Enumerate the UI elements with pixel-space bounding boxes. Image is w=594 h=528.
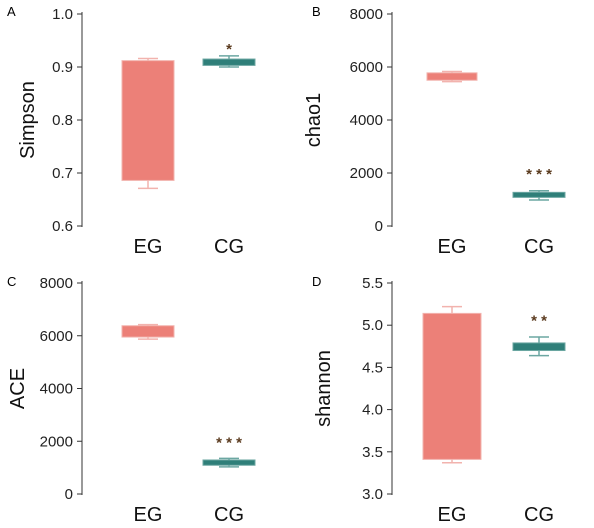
box-body bbox=[512, 342, 566, 352]
x-category-label: CG bbox=[214, 236, 244, 258]
box-cg: CG bbox=[202, 55, 256, 258]
y-tick-label: 4000 bbox=[350, 112, 383, 129]
y-tick-label: 4.5 bbox=[362, 359, 383, 376]
x-category-label: EG bbox=[134, 236, 163, 258]
y-tick-label: 8000 bbox=[350, 6, 383, 23]
y-tick-label: 6000 bbox=[350, 59, 383, 76]
box-cg: CG bbox=[512, 190, 566, 258]
y-axis-title: chao1 bbox=[303, 93, 325, 148]
significance-marker: * * bbox=[531, 312, 547, 329]
box-body bbox=[121, 325, 175, 338]
y-axis-title: Simpson bbox=[17, 81, 39, 159]
y-tick-label: 0.7 bbox=[52, 165, 73, 182]
panel-label: D bbox=[312, 274, 321, 289]
x-category-label: CG bbox=[524, 236, 554, 258]
panel-a: A 0.6 0.7 0.8 0.9 1.0 Simpson EG CG * bbox=[7, 4, 256, 258]
box-cg: CG bbox=[512, 336, 566, 526]
box-body bbox=[422, 312, 482, 460]
y-tick-label: 0.9 bbox=[52, 59, 73, 76]
y-axis-title: shannon bbox=[313, 350, 335, 427]
box-eg: EG bbox=[426, 70, 478, 258]
y-axis-title: ACE bbox=[7, 368, 29, 409]
y-tick-label: 0.6 bbox=[52, 218, 73, 235]
significance-marker: * bbox=[226, 41, 232, 58]
significance-marker: * * * bbox=[526, 166, 552, 183]
panel-label: B bbox=[312, 4, 321, 19]
panel-label: A bbox=[7, 4, 16, 19]
box-eg: EG bbox=[121, 323, 175, 526]
panel-c: C 0 2000 4000 6000 8000 ACE EG CG * * * bbox=[7, 274, 256, 526]
box-body bbox=[202, 58, 256, 66]
panel-b: B 0 2000 4000 6000 8000 chao1 EG CG * * * bbox=[303, 4, 566, 258]
box-eg: EG bbox=[121, 57, 175, 258]
box-cg: CG bbox=[202, 457, 256, 526]
significance-marker: * * * bbox=[216, 434, 242, 451]
x-category-label: EG bbox=[438, 236, 467, 258]
x-category-label: EG bbox=[438, 504, 467, 526]
y-tick-label: 5.0 bbox=[362, 317, 383, 334]
y-tick-label: 2000 bbox=[40, 433, 73, 450]
y-tick-label: 2000 bbox=[350, 165, 383, 182]
y-tick-label: 0 bbox=[375, 218, 383, 235]
y-tick-label: 0.8 bbox=[52, 112, 73, 129]
box-body bbox=[426, 72, 478, 81]
x-category-label: EG bbox=[134, 504, 163, 526]
panel-d: D 3.0 3.5 4.0 4.5 5.0 5.5 shannon EG CG * * bbox=[312, 274, 566, 526]
y-tick-label: 4.0 bbox=[362, 402, 383, 419]
x-category-label: CG bbox=[524, 504, 554, 526]
panel-label: C bbox=[7, 274, 16, 289]
x-category-label: CG bbox=[214, 504, 244, 526]
box-body bbox=[512, 191, 566, 198]
y-tick-label: 0 bbox=[65, 486, 73, 503]
y-tick-label: 8000 bbox=[40, 275, 73, 292]
box-body bbox=[121, 60, 175, 181]
box-eg: EG bbox=[422, 305, 482, 526]
box-body bbox=[202, 459, 256, 466]
y-tick-label: 1.0 bbox=[52, 6, 73, 23]
y-tick-label: 5.5 bbox=[362, 275, 383, 292]
y-tick-label: 4000 bbox=[40, 381, 73, 398]
y-tick-label: 3.5 bbox=[362, 444, 383, 461]
y-tick-label: 6000 bbox=[40, 328, 73, 345]
y-tick-label: 3.0 bbox=[362, 486, 383, 503]
